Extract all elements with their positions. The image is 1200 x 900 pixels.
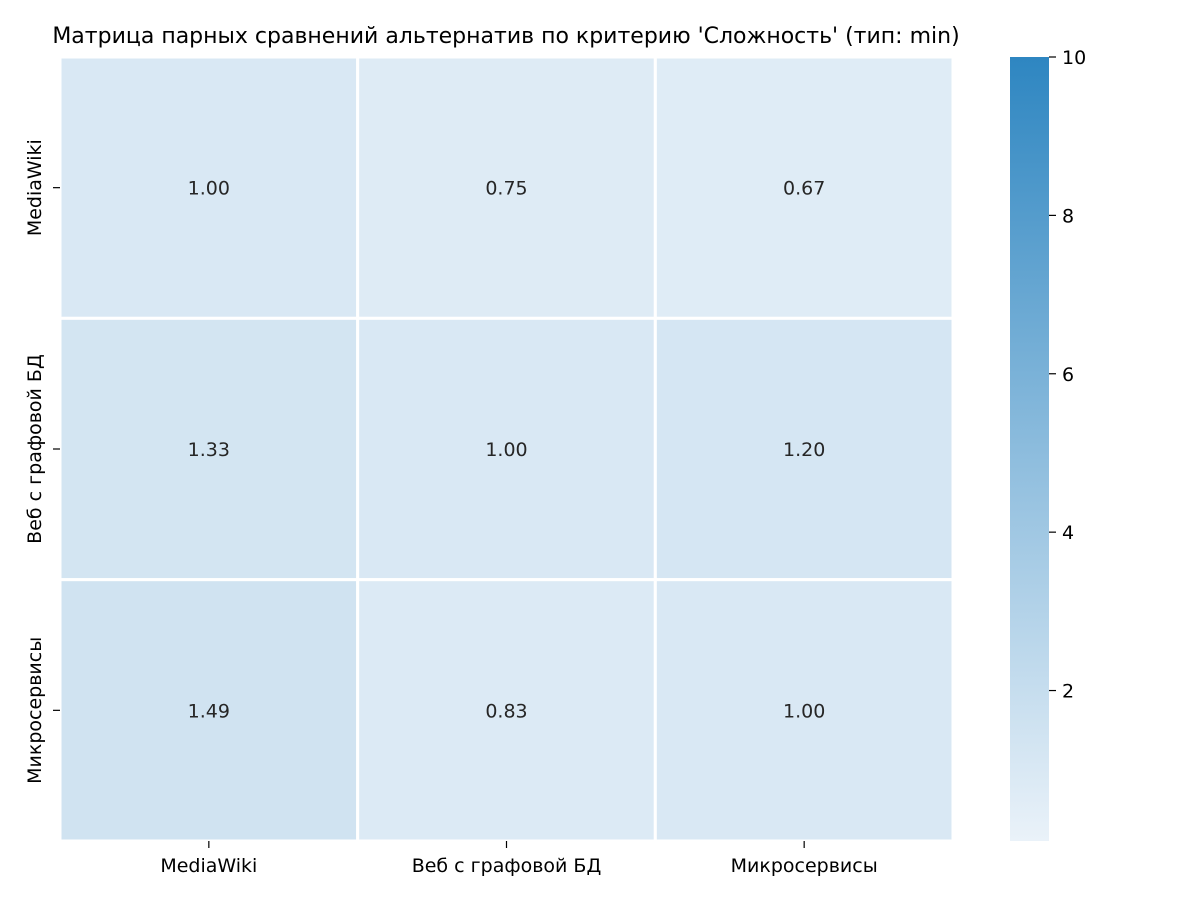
heatmap-cells [58, 55, 955, 843]
cell-value-label: 0.75 [485, 178, 527, 200]
cell-value-label: 0.67 [783, 178, 825, 200]
y-tick-label: Веб с графовой БД [24, 354, 46, 544]
heatmap-cell [356, 55, 657, 320]
x-tick-label: MediaWiki [160, 855, 257, 877]
colorbar-tick-label: 4 [1062, 522, 1074, 544]
colorbar-tick-label: 8 [1062, 205, 1074, 227]
cell-value-label: 1.33 [188, 439, 230, 461]
y-tick-label: Микросервисы [24, 637, 46, 784]
cell-value-label: 1.20 [783, 439, 825, 461]
y-axis: MediaWiki Веб с графовой БД Микросервисы [24, 139, 60, 784]
heatmap-cell [653, 55, 955, 320]
y-tick-label: MediaWiki [24, 139, 46, 236]
heatmap-cell [58, 316, 360, 582]
heatmap-cell [58, 55, 360, 320]
colorbar-tick-label: 2 [1062, 681, 1074, 703]
x-tick-label: Микросервисы [731, 855, 878, 877]
heatmap-cell [356, 578, 657, 843]
x-axis: MediaWiki Веб с графовой БД Микросервисы [160, 841, 878, 877]
colorbar-tick-label: 6 [1062, 364, 1074, 386]
colorbar-tick-label: 10 [1062, 47, 1086, 69]
colorbar: 2 4 6 8 10 [1010, 47, 1086, 841]
cell-value-label: 1.49 [188, 700, 230, 722]
heatmap-cell [653, 316, 955, 582]
heatmap-cell-labels: 1.00 0.75 0.67 1.33 1.00 1.20 1.49 0.83 1.00 [188, 178, 826, 723]
x-tick-label: Веб с графовой БД [412, 855, 602, 877]
cell-value-label: 1.00 [783, 700, 825, 722]
chart-title: Матрица парных сравнений альтернатив по … [52, 24, 959, 49]
cell-value-label: 1.00 [188, 178, 230, 200]
heatmap-cell [356, 316, 657, 582]
colorbar-gradient [1010, 57, 1049, 841]
cell-value-label: 1.00 [485, 439, 527, 461]
cell-value-label: 0.83 [485, 700, 527, 722]
